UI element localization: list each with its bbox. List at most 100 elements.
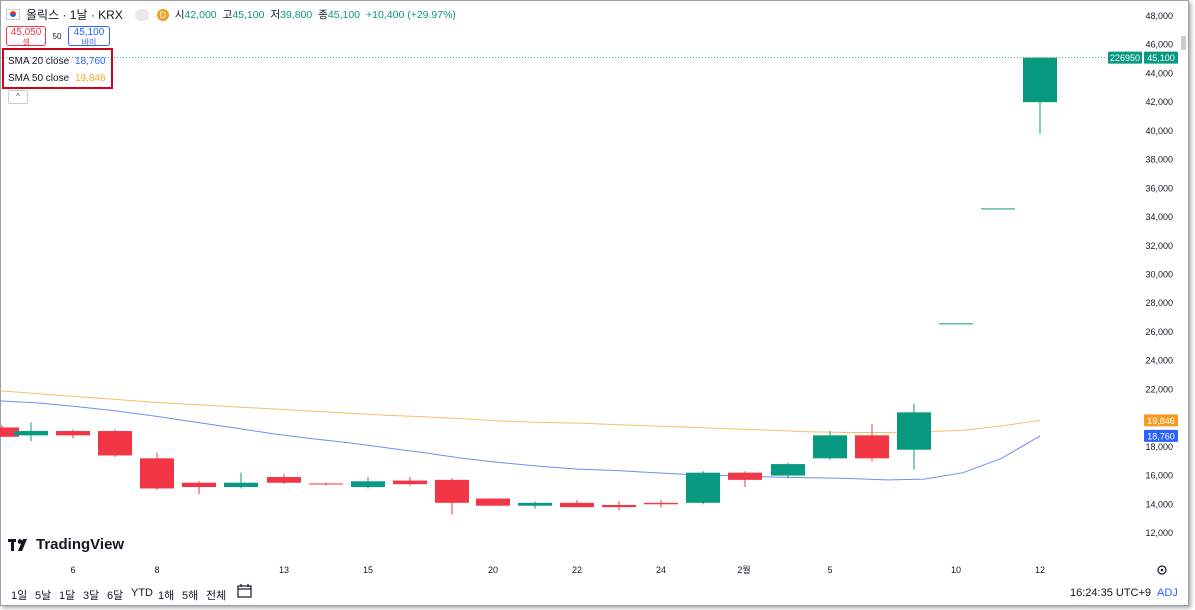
settings-gear-icon[interactable]: [1157, 565, 1167, 575]
candle-body[interactable]: [1023, 57, 1057, 103]
candle-body[interactable]: [939, 323, 973, 325]
y-tick-label: 18,000: [1145, 442, 1173, 452]
ohlc-low: 저39,800: [270, 9, 313, 21]
tv-logo-icon: [8, 538, 27, 551]
y-tick-label: 22,000: [1145, 384, 1173, 394]
x-tick-label: 2월: [737, 564, 750, 575]
volume-tag: 226950: [1110, 53, 1140, 63]
candle-body[interactable]: [393, 480, 427, 485]
candle-body[interactable]: [602, 504, 636, 508]
adj-toggle[interactable]: ADJ: [1157, 587, 1178, 599]
buy-button[interactable]: 45,100 바이: [68, 26, 110, 47]
candle-body[interactable]: [56, 431, 90, 436]
ohlc-open: 시42,000: [174, 9, 217, 21]
tf-5d[interactable]: 5날: [35, 590, 52, 602]
tradingview-logo: TradingView: [8, 536, 124, 553]
candle-body[interactable]: [560, 502, 594, 508]
y-tick-label: 26,000: [1145, 327, 1173, 337]
y-tick-label: 24,000: [1145, 356, 1173, 366]
candle-body[interactable]: [182, 482, 216, 488]
tf-1m[interactable]: 1달: [59, 590, 76, 602]
sma20-price-tag: 18,760: [1147, 431, 1175, 441]
sma50-price-tag-bg: [1144, 414, 1178, 427]
tf-3m[interactable]: 3달: [83, 590, 100, 602]
y-tick-label: 28,000: [1145, 298, 1173, 308]
tf-1d[interactable]: 1일: [11, 590, 28, 602]
y-tick-label: 30,000: [1145, 270, 1173, 280]
candle-body[interactable]: [686, 472, 720, 503]
korea-flag-icon: [6, 9, 20, 20]
symbol-legend: 올릭스 · 1날 · KRX D 시42,000 고45,100 저39,800…: [6, 6, 456, 23]
bottom-toolbar: 1일 5날 1달 3달 6달 YTD 1해 5해 전체 16:24:35 UTC…: [0, 580, 1187, 604]
chart-canvas[interactable]: 48,000 46,000 44,000 42,000 40,000 38,000 36,0…: [0, 0, 1187, 580]
y-tick-label: 14,000: [1145, 499, 1173, 509]
y-tick-label: 16,000: [1145, 471, 1173, 481]
x-tick-label: 8: [154, 565, 159, 575]
candle-body[interactable]: [351, 481, 385, 488]
y-tick-label: 48,000: [1145, 11, 1173, 21]
candle-body[interactable]: [981, 208, 1015, 210]
x-tick-label: 10: [951, 565, 961, 575]
tf-6m[interactable]: 6달: [107, 590, 124, 602]
x-tick-label: 5: [827, 565, 832, 575]
symbol-title[interactable]: 올릭스 · 1날 · KRX: [26, 8, 123, 22]
visibility-toggle-icon[interactable]: [134, 8, 149, 21]
ohlc-high: 고45,100: [222, 9, 265, 21]
tf-5y[interactable]: 5해: [182, 590, 199, 602]
x-tick-label: 6: [70, 565, 75, 575]
sell-button[interactable]: 45,050 셀: [6, 26, 46, 47]
tf-1y[interactable]: 1해: [158, 590, 175, 602]
x-tick-label: 20: [488, 565, 498, 575]
delay-badge: D: [156, 8, 169, 21]
candle-body[interactable]: [644, 502, 678, 505]
price-change: +10,400 (+29.97%): [366, 8, 456, 21]
y-tick-label: 40,000: [1145, 126, 1173, 136]
sma50-price-tag: 19,846: [1147, 416, 1175, 426]
scale-handle-icon[interactable]: [1181, 36, 1186, 50]
candle-body[interactable]: [309, 483, 343, 485]
candle-body[interactable]: [140, 458, 174, 489]
y-tick-label: 44,000: [1145, 68, 1173, 78]
candle-body[interactable]: [476, 498, 510, 506]
indicator-legend-highlight: SMA 20 close 18,760 SMA 50 close 19,846: [2, 48, 113, 89]
sma20-line: [0, 400, 1041, 481]
trade-buttons: 45,050 셀 50 45,100 바이: [6, 26, 110, 47]
y-tick-label: 38,000: [1145, 155, 1173, 165]
x-tick-label: 22: [572, 565, 582, 575]
date-range-icon[interactable]: [236, 583, 254, 602]
candle-body[interactable]: [771, 464, 805, 476]
y-tick-label: 36,000: [1145, 183, 1173, 193]
tf-ytd[interactable]: YTD: [131, 587, 153, 599]
candle-body[interactable]: [435, 479, 469, 503]
candle-body[interactable]: [897, 412, 931, 450]
collapse-legend-icon[interactable]: ^: [8, 90, 28, 104]
x-tick-label: 15: [363, 565, 373, 575]
y-tick-label: 12,000: [1145, 528, 1173, 538]
candle-body[interactable]: [98, 431, 132, 456]
candle-body[interactable]: [855, 435, 889, 459]
y-tick-label: 46,000: [1145, 40, 1173, 50]
x-tick-label: 12: [1035, 565, 1045, 575]
sma50-line: [0, 390, 1041, 433]
candle-body[interactable]: [224, 482, 258, 488]
last-price-tag: 45,100: [1147, 53, 1175, 63]
candle-body[interactable]: [728, 472, 762, 480]
sma50-legend[interactable]: SMA 50 close 19,846: [8, 73, 106, 84]
y-tick-label: 34,000: [1145, 212, 1173, 222]
x-tick-label: 24: [656, 565, 666, 575]
clock-timezone[interactable]: 16:24:35 UTC+9: [1070, 587, 1152, 599]
candle-body[interactable]: [518, 502, 552, 506]
volume-tag-bg: [1108, 51, 1142, 64]
tf-all[interactable]: 전체: [206, 590, 227, 602]
candle-body[interactable]: [813, 435, 847, 459]
candle-body[interactable]: [0, 427, 19, 437]
candle-body[interactable]: [14, 431, 48, 436]
sma20-legend[interactable]: SMA 20 close 18,760: [8, 56, 106, 67]
settings-gear-center-icon: [1160, 568, 1164, 572]
spread-value: 50: [52, 31, 62, 41]
y-tick-label: 42,000: [1145, 97, 1173, 107]
candle-body[interactable]: [267, 476, 301, 483]
last-price-tag-bg: [1144, 51, 1178, 64]
x-tick-label: 13: [279, 565, 289, 575]
